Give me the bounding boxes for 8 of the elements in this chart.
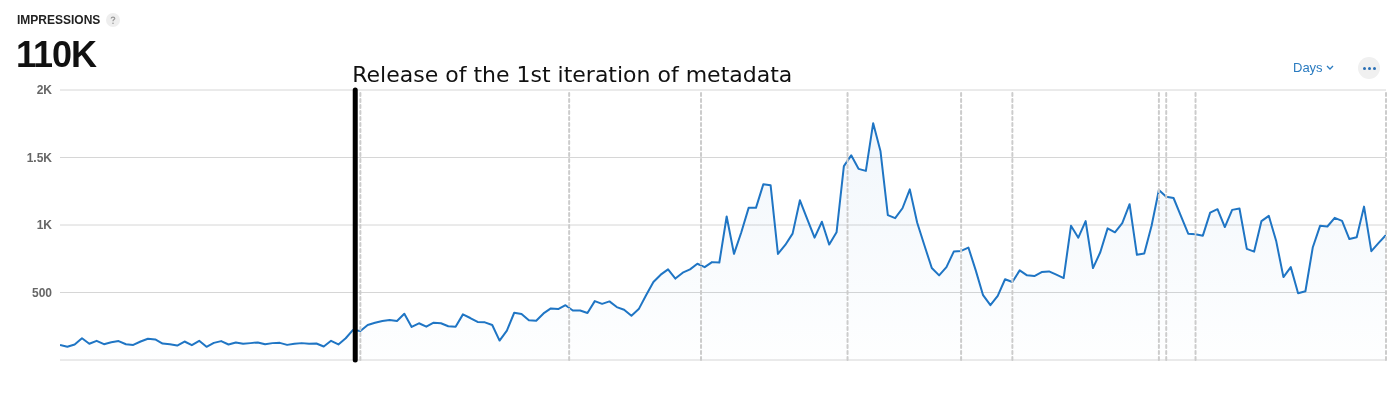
y-tick-label: 1K xyxy=(36,218,53,232)
chart-title: IMPRESSIONS xyxy=(17,13,101,27)
y-tick-label: 500 xyxy=(31,285,53,300)
y-tick-label: 1.5K xyxy=(26,150,53,165)
text: Release of the 1st iteration of metadata xyxy=(352,62,793,87)
text: Days xyxy=(1293,60,1323,75)
chart-subtitle: 110K xyxy=(16,34,97,76)
y-tick-label: 2K xyxy=(36,83,53,97)
